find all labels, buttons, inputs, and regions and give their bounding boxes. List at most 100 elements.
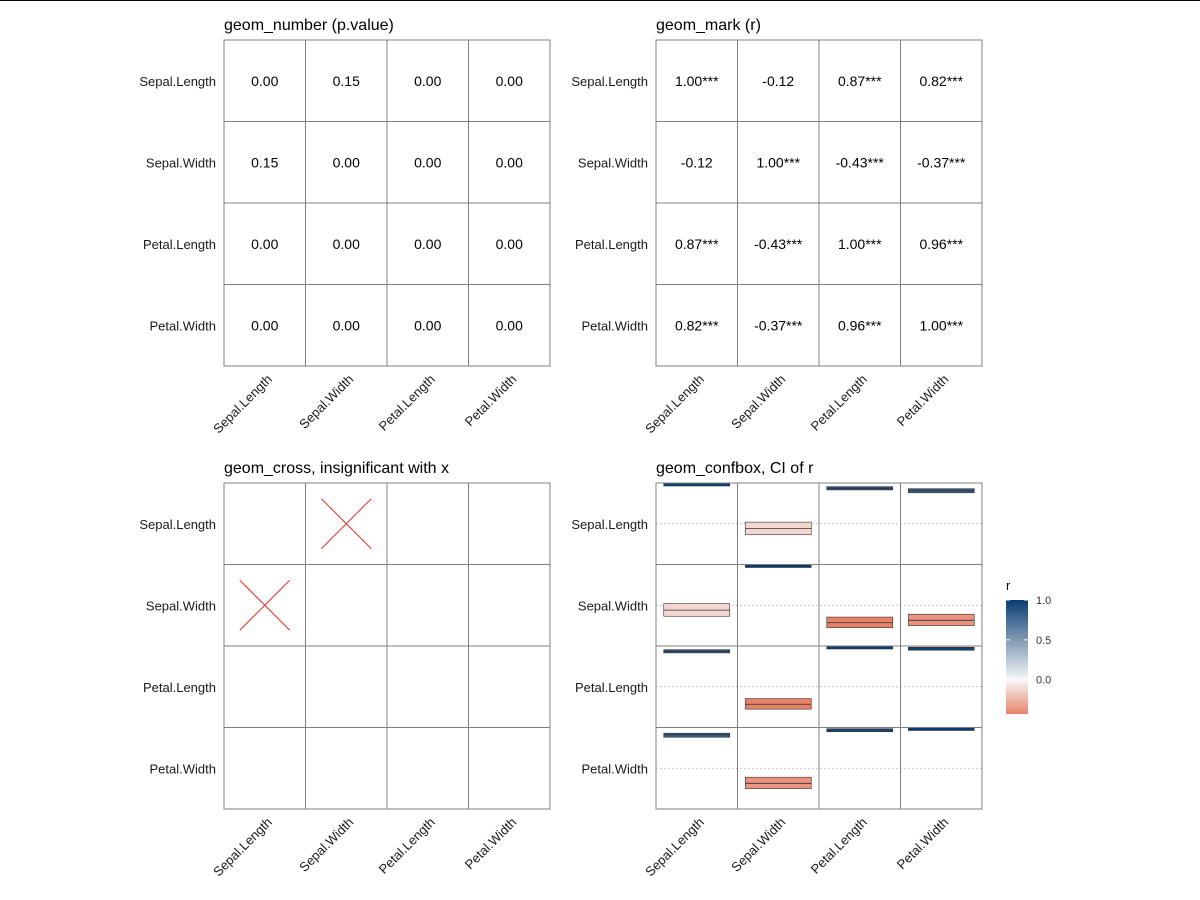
- y-tick-label-petal-length: Petal.Length: [575, 237, 648, 252]
- cell-value-sepal-length-petal-length: 0.00: [414, 73, 441, 89]
- cell-value-petal-width-petal-width: 0.00: [496, 317, 523, 333]
- legend-tick-label-0: 1.0: [1036, 595, 1051, 607]
- cell-value-petal-width-sepal-width: 0.00: [333, 317, 360, 333]
- cell-sepal-width-sepal-width: [737, 564, 820, 647]
- cell-value-sepal-width-sepal-length: 0.15: [251, 154, 278, 170]
- cell-value-petal-length-petal-length: 0.00: [414, 236, 441, 252]
- cell-sepal-width-petal-width: [468, 564, 551, 647]
- y-tick-label-petal-length: Petal.Length: [143, 680, 216, 695]
- cell-petal-width-petal-width: [900, 727, 983, 810]
- cell-value-sepal-width-sepal-width: 0.00: [333, 154, 360, 170]
- y-tick-label-sepal-width: Sepal.Width: [146, 598, 216, 613]
- cell-value-petal-length-petal-length: 1.00***: [838, 236, 882, 252]
- x-tick-label-petal-width: Petal.Width: [894, 815, 952, 873]
- cell-petal-width-sepal-length: [223, 727, 306, 810]
- cell-petal-width-petal-width: [468, 284, 551, 367]
- x-tick-label-petal-length: Petal.Length: [808, 815, 870, 877]
- cell-sepal-length-sepal-length: [223, 482, 306, 565]
- panel-pvalue-numbers: geom_number (p.value) Sepal.Length Sepal.W…: [139, 17, 551, 437]
- cell-value-petal-width-petal-length: 0.00: [414, 317, 441, 333]
- panel-title: geom_confbox, CI of r: [656, 460, 814, 477]
- y-tick-label-petal-width: Petal.Width: [582, 318, 648, 333]
- y-tick-label-petal-length: Petal.Length: [143, 237, 216, 252]
- cell-value-sepal-width-sepal-length: -0.12: [681, 154, 713, 170]
- confbox-sepal-width-petal-width: [907, 613, 975, 626]
- cell-value-sepal-width-petal-width: -0.37***: [917, 154, 966, 170]
- cell-petal-length-sepal-width: [737, 645, 820, 728]
- cell-value-petal-width-sepal-length: 0.82***: [675, 317, 719, 333]
- cell-petal-width-petal-width: [900, 284, 983, 367]
- cell-value-petal-width-sepal-length: 0.00: [251, 317, 278, 333]
- y-tick-label-petal-length: Petal.Length: [575, 680, 648, 695]
- cell-value-petal-length-sepal-width: -0.43***: [754, 236, 803, 252]
- x-tick-label-petal-length: Petal.Length: [808, 372, 870, 434]
- x-tick-label-sepal-length: Sepal.Length: [210, 815, 275, 880]
- cell-value-sepal-length-sepal-length: 1.00***: [675, 73, 719, 89]
- confbox-sepal-length-petal-width: [907, 488, 975, 494]
- y-tick-label-sepal-width: Sepal.Width: [146, 155, 216, 170]
- legend-colorbar: [1006, 600, 1028, 714]
- cell-value-sepal-width-sepal-width: 1.00***: [756, 154, 800, 170]
- x-tick-label-petal-length: Petal.Length: [376, 815, 438, 877]
- cell-value-petal-width-petal-width: 1.00***: [919, 317, 963, 333]
- cell-value-sepal-length-sepal-length: 0.00: [251, 73, 278, 89]
- cell-value-petal-length-sepal-width: 0.00: [333, 236, 360, 252]
- x-tick-label-petal-width: Petal.Width: [462, 372, 520, 430]
- x-tick-label-petal-width: Petal.Width: [894, 372, 952, 430]
- y-tick-label-petal-width: Petal.Width: [150, 318, 216, 333]
- y-tick-label-sepal-width: Sepal.Width: [578, 155, 648, 170]
- cell-value-sepal-length-petal-width: 0.82***: [919, 73, 963, 89]
- x-tick-label-petal-length: Petal.Length: [376, 372, 438, 434]
- cell-value-petal-length-petal-width: 0.96***: [919, 236, 963, 252]
- cell-petal-width-sepal-width: [737, 727, 820, 810]
- cell-value-petal-width-sepal-width: -0.37***: [754, 317, 803, 333]
- cell-petal-length-sepal-length: [223, 645, 306, 728]
- cell-value-sepal-width-petal-length: 0.00: [414, 154, 441, 170]
- y-tick-label-sepal-length: Sepal.Length: [139, 517, 216, 532]
- panel-cross-insignificant: geom_cross, insignificant with x Sepal.Le…: [139, 460, 551, 880]
- x-tick-label-sepal-length: Sepal.Length: [210, 372, 275, 437]
- x-tick-label-sepal-length: Sepal.Length: [642, 372, 707, 437]
- cross-mark-b-sepal-length-sepal-width: [320, 498, 372, 550]
- cell-value-sepal-width-petal-length: -0.43***: [836, 154, 885, 170]
- confbox-petal-width-petal-length: [826, 728, 894, 733]
- cell-sepal-length-petal-length: [386, 482, 469, 565]
- cell-petal-width-sepal-width: [305, 727, 388, 810]
- panel-title: geom_number (p.value): [224, 17, 394, 34]
- cell-sepal-width-petal-length: [386, 564, 469, 647]
- panel-title: geom_mark (r): [656, 17, 761, 34]
- legend-title: r: [1006, 578, 1011, 593]
- top-rule: [0, 0, 1200, 1]
- confbox-sepal-width-petal-length: [826, 616, 894, 628]
- cell-value-petal-length-petal-width: 0.00: [496, 236, 523, 252]
- cell-value-sepal-length-sepal-width: -0.12: [762, 73, 794, 89]
- cell-petal-length-sepal-width: [305, 645, 388, 728]
- cell-petal-length-petal-width: [468, 645, 551, 728]
- y-tick-label-sepal-length: Sepal.Length: [139, 74, 216, 89]
- cell-sepal-length-petal-width: [468, 482, 551, 565]
- confbox-petal-width-sepal-length: [663, 732, 731, 738]
- cell-value-sepal-length-sepal-width: 0.15: [333, 73, 360, 89]
- x-tick-label-sepal-width: Sepal.Width: [728, 372, 788, 432]
- confbox-petal-width-sepal-width: [744, 776, 812, 789]
- cell-petal-width-petal-length: [386, 727, 469, 810]
- cross-mark-b-sepal-width-sepal-length: [239, 579, 291, 631]
- y-tick-label-sepal-length: Sepal.Length: [571, 74, 648, 89]
- x-tick-label-sepal-width: Sepal.Width: [728, 815, 788, 875]
- color-legend: r 1.0 0.5 0.0: [1006, 578, 1051, 714]
- cell-petal-width-petal-width: [468, 727, 551, 810]
- x-tick-label-sepal-length: Sepal.Length: [642, 815, 707, 880]
- cell-value-sepal-width-petal-width: 0.00: [496, 154, 523, 170]
- x-tick-label-sepal-width: Sepal.Width: [296, 372, 356, 432]
- cell-value-sepal-length-petal-width: 0.00: [496, 73, 523, 89]
- confbox-petal-length-petal-width: [907, 646, 975, 651]
- cell-value-sepal-length-petal-length: 0.87***: [838, 73, 882, 89]
- x-tick-label-sepal-width: Sepal.Width: [296, 815, 356, 875]
- cell-value-petal-width-petal-length: 0.96***: [838, 317, 882, 333]
- cell-value-petal-length-sepal-length: 0.00: [251, 236, 278, 252]
- cell-value-petal-length-sepal-length: 0.87***: [675, 236, 719, 252]
- cell-sepal-width-sepal-width: [305, 564, 388, 647]
- x-tick-label-petal-width: Petal.Width: [462, 815, 520, 873]
- confbox-petal-length-sepal-width: [744, 698, 812, 710]
